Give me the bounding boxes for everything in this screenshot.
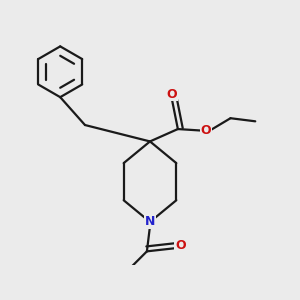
Text: O: O (200, 124, 211, 137)
Text: O: O (175, 239, 186, 252)
Text: N: N (145, 215, 155, 228)
Text: O: O (167, 88, 177, 101)
